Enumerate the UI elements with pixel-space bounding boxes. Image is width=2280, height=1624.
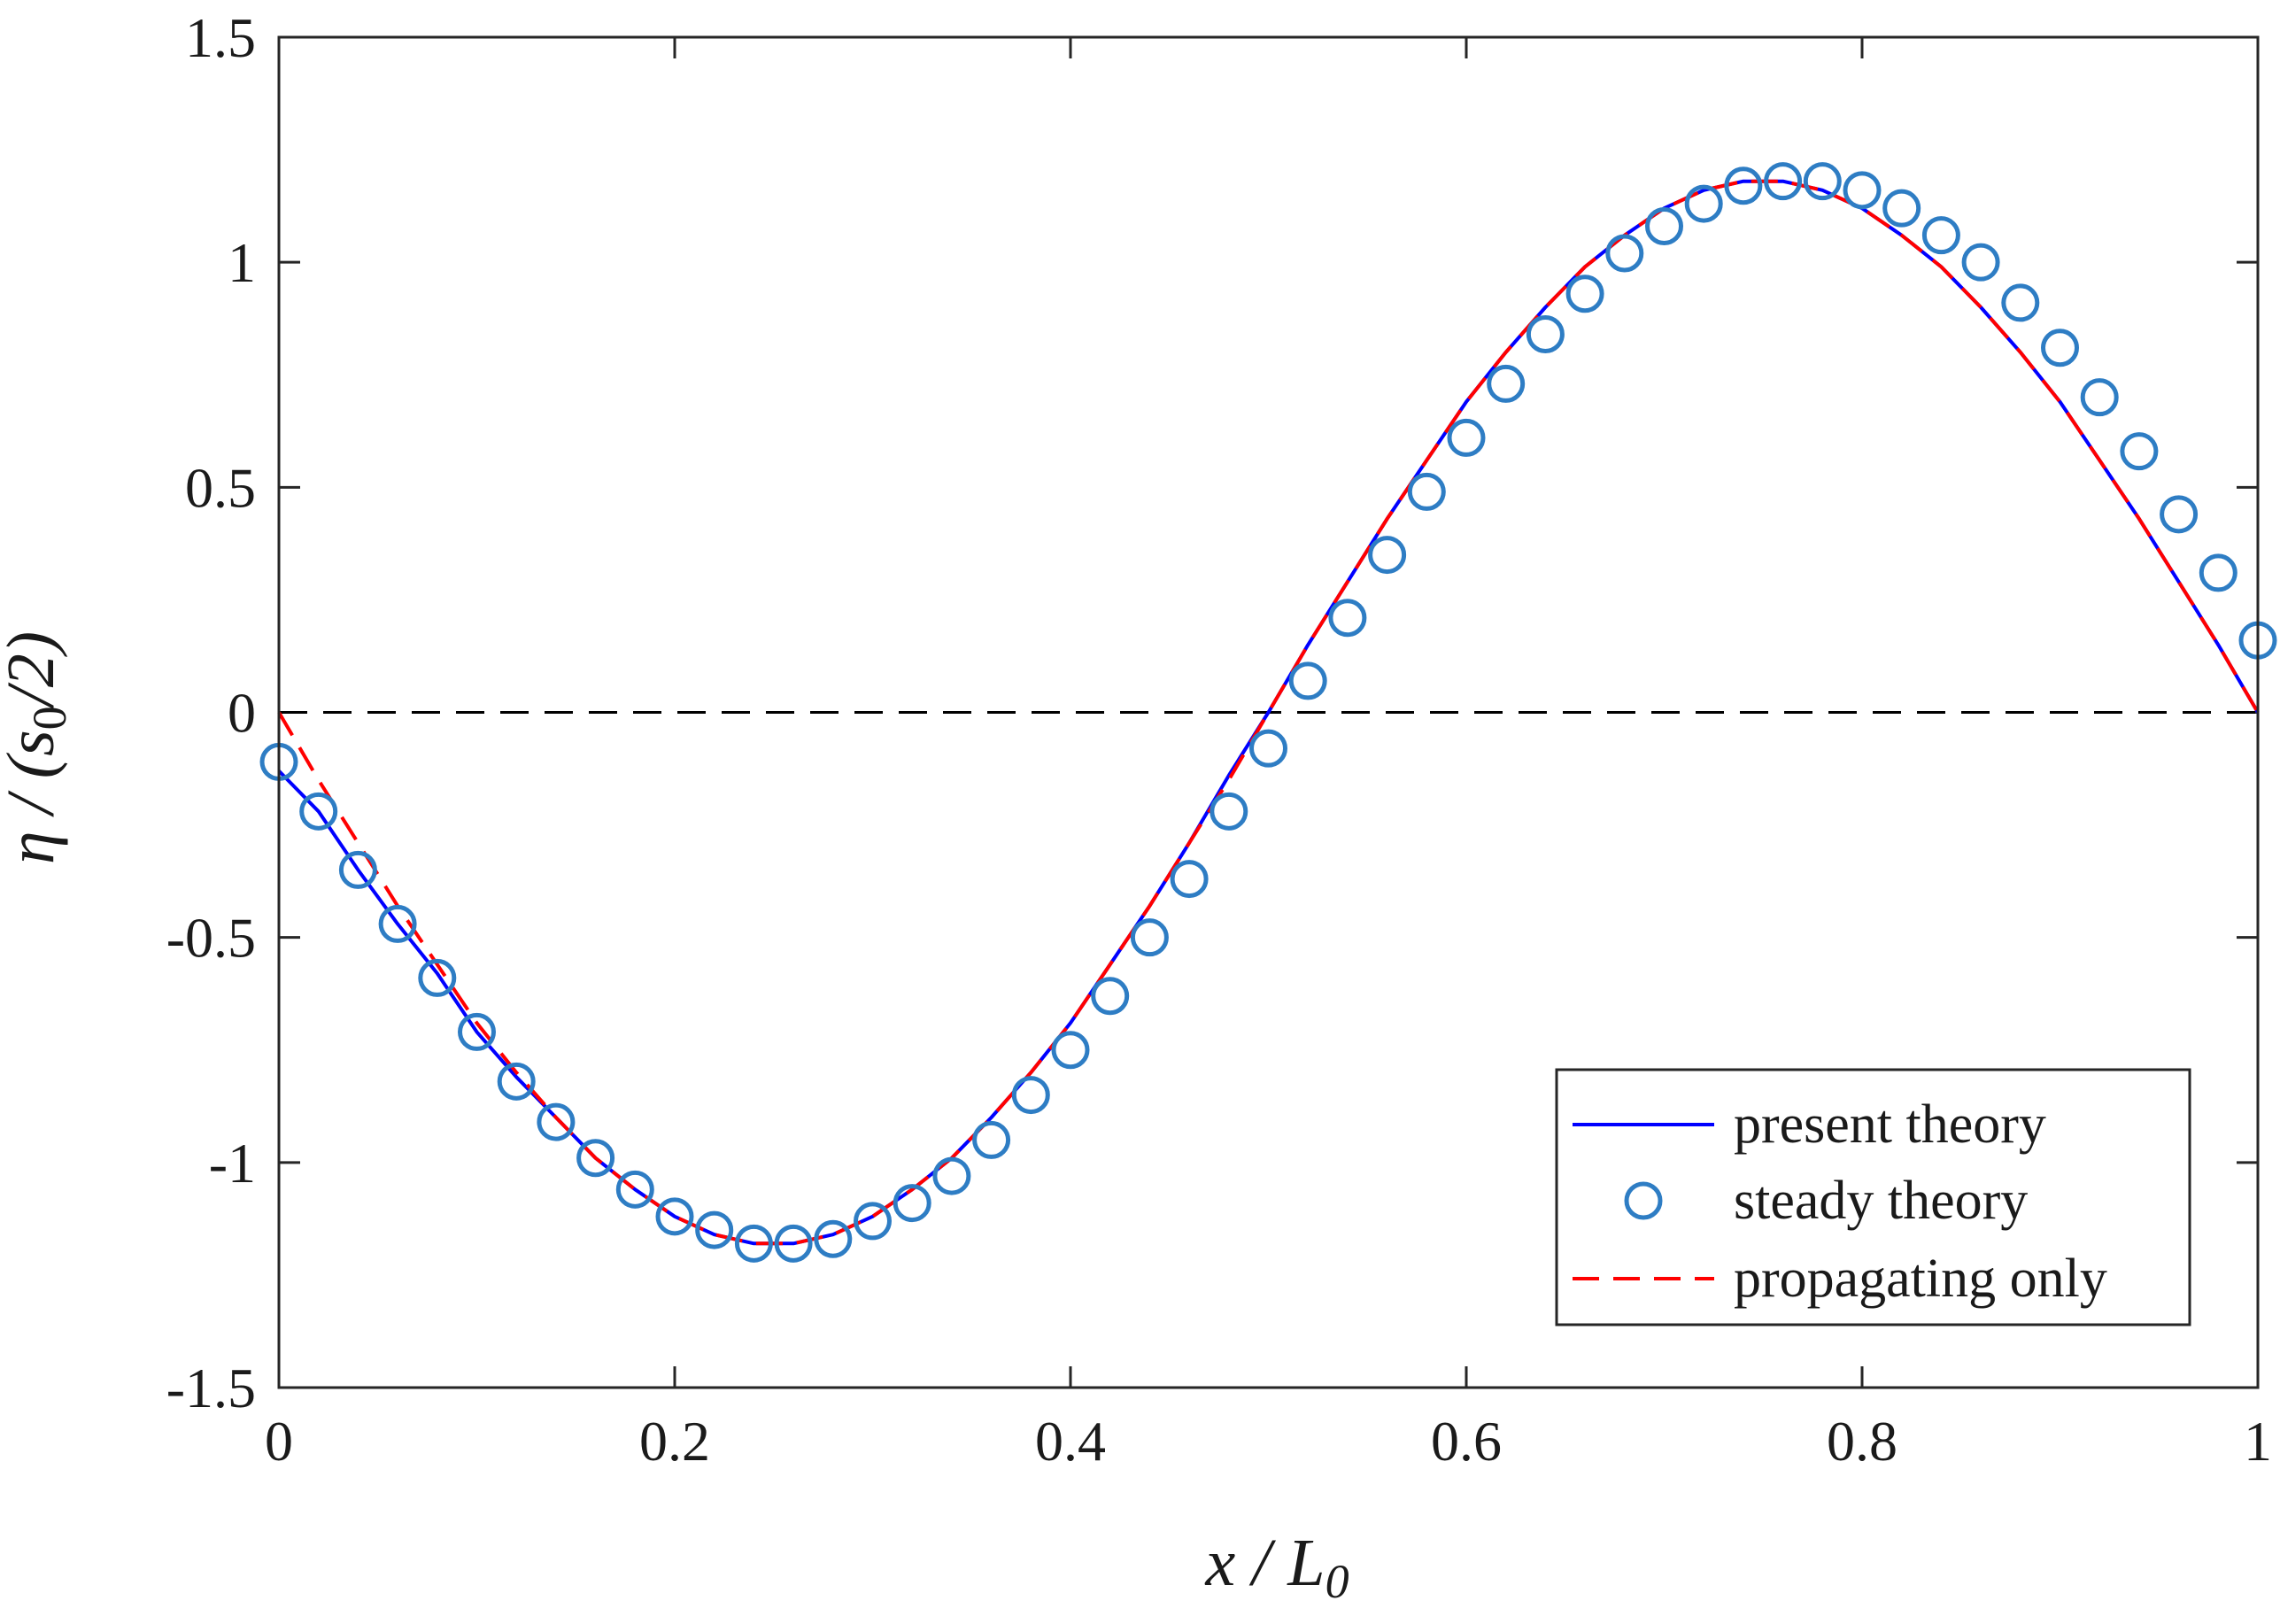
steady-theory-marker bbox=[814, 1219, 853, 1258]
y-tick-label: 0 bbox=[228, 682, 256, 745]
steady-theory-marker bbox=[497, 1062, 536, 1101]
x-axis-title-main: x / L bbox=[1204, 1526, 1325, 1600]
steady-theory-marker bbox=[537, 1102, 576, 1141]
steady-theory-marker bbox=[1288, 661, 1327, 700]
x-tick-label: 0.6 bbox=[1431, 1410, 1502, 1473]
steady-theory-marker bbox=[1843, 171, 1882, 210]
y-tick-labels: -1.5 -1 -0.5 0 0.5 1 1.5 bbox=[166, 6, 256, 1419]
plot-frame bbox=[277, 35, 2260, 1389]
legend-label: propagating only bbox=[1734, 1249, 2107, 1309]
legend-label: steady theory bbox=[1734, 1171, 2028, 1231]
steady-theory-marker bbox=[1368, 536, 1407, 575]
x-tick-labels: 0 0.2 0.4 0.6 0.8 1 bbox=[265, 1410, 2272, 1473]
steady-theory-marker bbox=[1882, 189, 1921, 228]
steady-theory-marker bbox=[2041, 329, 2079, 367]
steady-theory-marker bbox=[458, 1012, 496, 1051]
steady-theory-marker bbox=[655, 1197, 694, 1236]
steady-theory-marker bbox=[774, 1224, 813, 1263]
y-tick-label: -0.5 bbox=[166, 907, 256, 970]
legend-swatch-marker bbox=[1624, 1181, 1663, 1220]
steady-theory-marker bbox=[1921, 216, 1960, 255]
plot-series bbox=[259, 162, 2277, 1263]
steady-theory-marker bbox=[615, 1170, 654, 1209]
steady-theory-marker bbox=[1645, 207, 1683, 245]
steady-theory-marker bbox=[1130, 918, 1169, 957]
legend-items: present theory steady theory propagating o… bbox=[1573, 1094, 2107, 1309]
steady-theory-marker bbox=[1051, 1031, 1090, 1070]
steady-theory-marker bbox=[1526, 315, 1565, 353]
steady-theory-marker bbox=[1091, 977, 1130, 1016]
steady-theory-marker bbox=[893, 1184, 931, 1223]
steady-theory-marker bbox=[299, 792, 338, 831]
steady-theory-marker bbox=[1961, 243, 2000, 282]
steady-theory-marker bbox=[932, 1156, 971, 1195]
steady-theory-marker bbox=[338, 850, 377, 889]
legend-label: present theory bbox=[1734, 1094, 2046, 1155]
steady-theory-marker bbox=[854, 1202, 892, 1241]
steady-theory-marker bbox=[2080, 378, 2119, 417]
steady-theory-marker bbox=[1249, 729, 1287, 768]
steady-theory-marker bbox=[1724, 166, 1763, 205]
legend-box bbox=[1555, 1068, 2191, 1326]
steady-theory-marker bbox=[1170, 860, 1209, 899]
steady-theory-marker bbox=[1447, 418, 1486, 457]
steady-theory-marker bbox=[2001, 283, 2040, 322]
x-tick-label: 0.4 bbox=[1035, 1410, 1106, 1473]
y-axis-title: η / (s0/2) bbox=[0, 631, 76, 864]
y-tick-label: -1 bbox=[209, 1132, 256, 1195]
steady-theory-marker bbox=[1210, 792, 1248, 831]
steady-theory-marker bbox=[418, 958, 457, 997]
x-tick-label: 0.8 bbox=[1827, 1410, 1897, 1473]
steady-theory-marker bbox=[695, 1210, 734, 1249]
steady-theory-marker bbox=[2199, 553, 2237, 592]
y-tick-label: -1.5 bbox=[166, 1357, 256, 1419]
x-tick-label: 0.2 bbox=[639, 1410, 710, 1473]
x-tick-label: 0 bbox=[265, 1410, 293, 1473]
x-tick-label: 1 bbox=[2244, 1410, 2272, 1473]
y-axis-title-part-b: /2) bbox=[0, 631, 68, 709]
y-tick-label: 0.5 bbox=[185, 456, 256, 519]
steady-theory-marker bbox=[1487, 364, 1526, 403]
steady-theory-marker bbox=[1328, 599, 1367, 638]
steady-theory-marker bbox=[2120, 432, 2159, 471]
steady-theory-marker bbox=[1684, 184, 1723, 223]
y-axis-title-subscript: 0 bbox=[23, 706, 76, 730]
steady-theory-marker bbox=[2160, 495, 2199, 534]
y-tick-label: 1.5 bbox=[185, 6, 256, 69]
steady-theory-marker bbox=[1407, 472, 1446, 511]
steady-theory-marker bbox=[1605, 234, 1644, 273]
steady-theory-marker bbox=[1803, 162, 1842, 201]
y-axis-title-part-a: η / (s bbox=[0, 730, 68, 864]
steady-theory-marker bbox=[734, 1224, 773, 1263]
x-axis-title: x / L0 bbox=[1204, 1526, 1349, 1608]
steady-theory-marker bbox=[1565, 275, 1604, 313]
x-axis-title-subscript: 0 bbox=[1325, 1555, 1349, 1608]
steady-theory-marker bbox=[576, 1139, 615, 1178]
steady-theory-marker bbox=[972, 1120, 1011, 1159]
steady-theory-marker bbox=[378, 904, 417, 943]
steady-theory-marker bbox=[1011, 1076, 1050, 1115]
legend: present theory steady theory propagating o… bbox=[1555, 1068, 2191, 1326]
y-tick-label: 1 bbox=[228, 231, 256, 294]
steady-theory-marker bbox=[1764, 162, 1803, 201]
